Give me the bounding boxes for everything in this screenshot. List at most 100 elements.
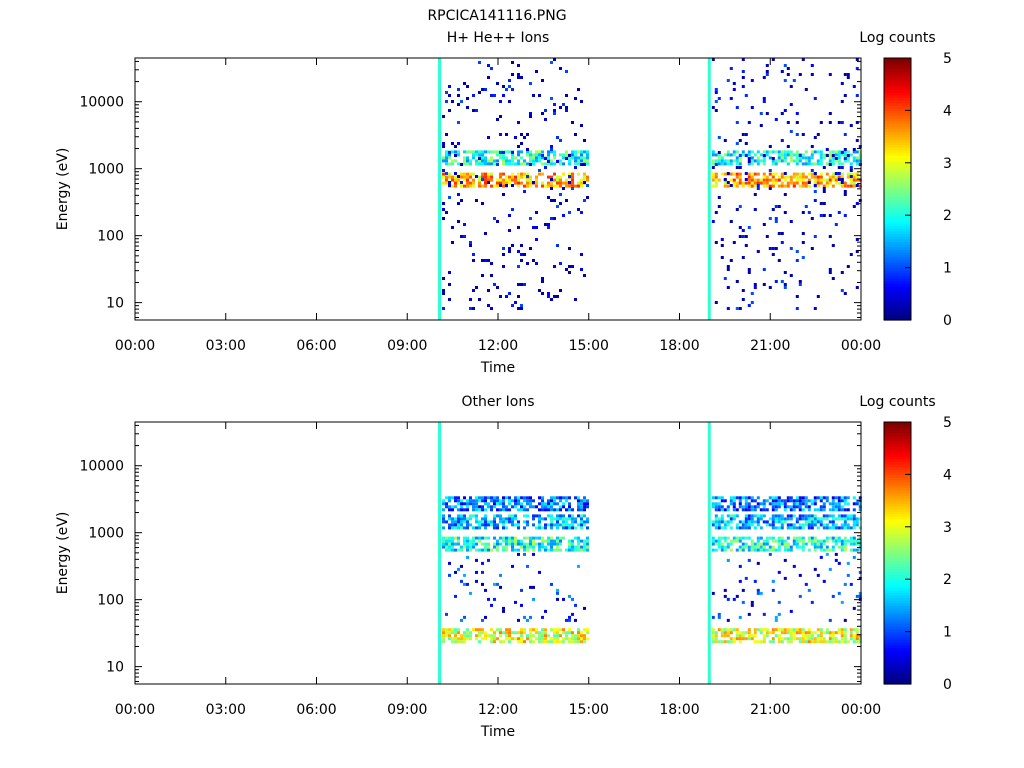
spectrogram-cell [544, 628, 547, 632]
spectrogram-cell [538, 526, 541, 530]
spectrogram-cell [442, 526, 445, 530]
spectrogram-cell [843, 73, 847, 76]
spectrogram-cell [855, 162, 859, 166]
spectrogram-cell [849, 536, 853, 540]
colorbar-step [884, 571, 911, 575]
spectrogram-cell [571, 634, 574, 638]
spectrogram-cell [741, 536, 745, 540]
spectrogram-cell [505, 628, 508, 632]
spectrogram-cell [711, 496, 715, 500]
spectrogram-cell [852, 175, 856, 179]
spectrogram-cell [762, 637, 766, 641]
spectrogram-cell [499, 156, 502, 160]
spectrogram-cell [496, 514, 499, 518]
colorbar-step [884, 110, 911, 114]
spectrogram-cell [442, 145, 445, 148]
colorbar-step [884, 157, 911, 161]
spectrogram-cell [837, 178, 841, 181]
colorbar-tick-label: 0 [943, 677, 952, 693]
spectrogram-cell [771, 628, 775, 632]
colorbar-step [884, 220, 911, 224]
spectrogram-cell [801, 508, 805, 512]
spectrogram-cell [777, 536, 781, 540]
spectrogram-cell [469, 307, 472, 310]
spectrogram-cell [583, 520, 586, 524]
spectrogram-cell [771, 637, 775, 641]
spectrogram-cell [762, 175, 766, 179]
spectrogram-cell [457, 94, 460, 97]
spectrogram-cell [526, 499, 529, 503]
spectrogram-cell [777, 205, 781, 208]
spectrogram-cell [550, 199, 553, 202]
spectrogram-cell [454, 178, 457, 182]
spectrogram-cell [849, 637, 853, 641]
spectrogram-cell [520, 628, 523, 632]
spectrogram-cell [451, 150, 454, 154]
spectrogram-cell [529, 153, 532, 157]
colorbar-step [884, 225, 911, 229]
spectrogram-cell [741, 548, 745, 552]
spectrogram-cell [484, 526, 487, 530]
spectrogram-cell [532, 585, 535, 589]
spectrogram-cell [541, 172, 544, 176]
spectrogram-cell [451, 159, 454, 163]
spectrogram-cell [562, 520, 565, 524]
spectrogram-cell [526, 520, 529, 524]
spectrogram-cell [493, 502, 496, 506]
spectrogram-cell [750, 184, 754, 188]
spectrogram-cell [810, 150, 814, 154]
spectrogram-cell [460, 634, 463, 638]
spectrogram-cell [831, 634, 835, 638]
spectrogram-cell [780, 156, 784, 160]
spectrogram-cell [568, 247, 571, 250]
spectrogram-cell [517, 548, 520, 552]
spectrogram-cell [819, 156, 823, 160]
spectrogram-cell [777, 640, 781, 644]
spectrogram-cell [765, 181, 769, 185]
spectrogram-cell [526, 175, 529, 178]
colorbar-step [884, 639, 911, 643]
spectrogram-cell [732, 505, 736, 509]
spectrogram-cell [780, 542, 784, 546]
colorbar-step [884, 615, 911, 620]
spectrogram-cell [487, 548, 490, 552]
spectrogram-cell [577, 181, 580, 185]
spectrogram-cell [822, 631, 826, 635]
spectrogram-cell [583, 548, 586, 552]
spectrogram-cell [490, 548, 493, 552]
spectrogram-cell [813, 539, 817, 543]
spectrogram-cell [795, 517, 799, 521]
spectrogram-cell [843, 148, 847, 151]
spectrogram-cell [828, 637, 832, 641]
spectrogram-cell [843, 631, 847, 635]
colorbar-step [884, 518, 911, 523]
spectrogram-cell [714, 159, 718, 163]
spectrogram-cell [807, 634, 811, 638]
spectrogram-cell [801, 539, 805, 543]
spectrogram-cell [762, 640, 766, 644]
spectrogram-cell [783, 211, 787, 214]
spectrogram-cell [714, 163, 718, 166]
colorbar-step [884, 215, 911, 219]
spectrogram-cell [544, 118, 547, 121]
spectrogram-cell [750, 517, 754, 521]
spectrogram-cell [723, 536, 727, 540]
spectrogram-cell [499, 508, 502, 512]
spectrogram-cell [765, 64, 769, 67]
spectrogram-cell [804, 205, 808, 208]
spectrogram-cell [520, 244, 523, 247]
spectrogram-cell [559, 162, 562, 166]
spectrogram-cell [487, 159, 490, 163]
spectrogram-cell [846, 175, 850, 179]
spectrogram-cell [717, 97, 721, 100]
spectrogram-cell [460, 517, 463, 521]
spectrogram-cell [580, 523, 583, 527]
spectrogram-cell [735, 121, 739, 124]
spectrogram-cell [786, 150, 790, 154]
spectrogram-cell [753, 508, 757, 512]
spectrogram-cell [762, 178, 766, 182]
spectrogram-cell [565, 548, 568, 552]
spectrogram-cell [753, 181, 757, 185]
spectrogram-cell [780, 181, 784, 185]
x-tick-label: 15:00 [569, 338, 609, 354]
